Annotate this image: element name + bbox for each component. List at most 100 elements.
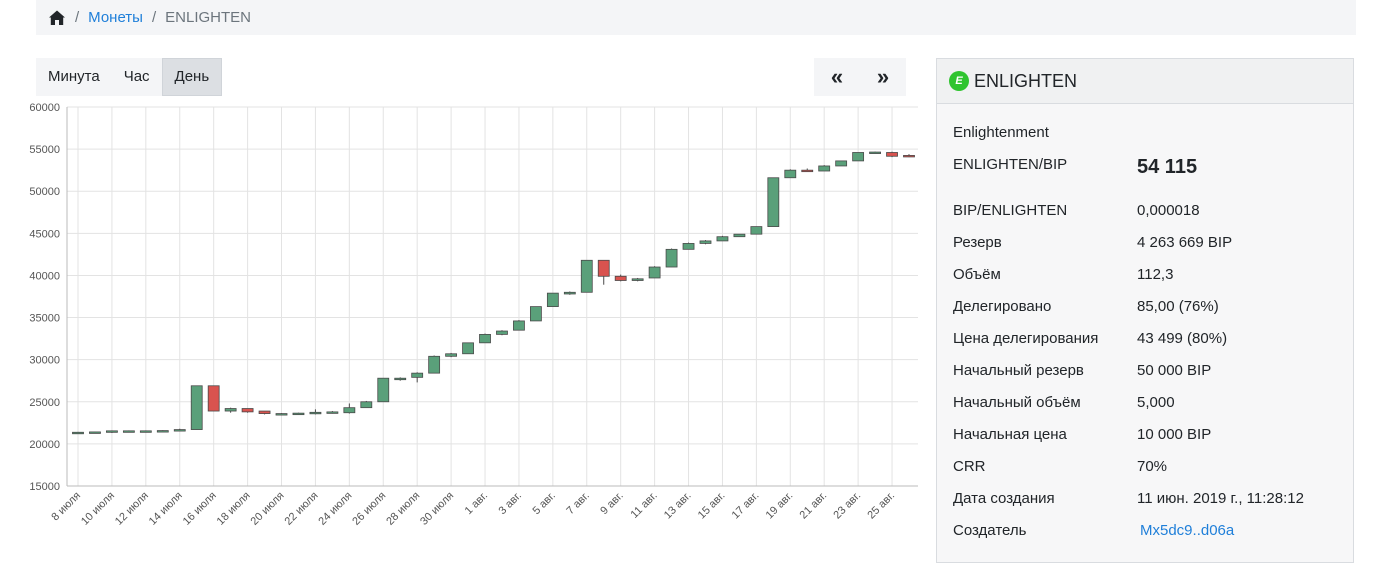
candle-body: [784, 169, 797, 179]
info-row-creator: Создатель Mx5dc9..d06a: [953, 514, 1337, 546]
candle-body: [903, 155, 915, 158]
candle-body: [648, 266, 661, 279]
info-value: 4 263 669 BIP: [1137, 233, 1233, 251]
x-tick-label: 30 июля: [418, 490, 456, 528]
info-value: 112,3: [1137, 265, 1174, 283]
candle-body: [241, 408, 254, 413]
x-tick-label: 5 авг.: [530, 490, 557, 517]
candle-body: [529, 306, 542, 322]
breadcrumb: / Монеты / ENLIGHTEN: [36, 0, 1356, 35]
creator-address-link[interactable]: Mx5dc9..d06a: [1140, 521, 1235, 539]
breadcrumb-separator: /: [75, 9, 80, 26]
y-tick-label: 15000: [29, 481, 60, 493]
period-hour-button[interactable]: Час: [123, 68, 150, 85]
candle-body: [173, 429, 186, 432]
coin-info-header: E ENLIGHTEN: [937, 59, 1353, 104]
info-value: 50 000 BIP: [1137, 361, 1212, 379]
y-tick-label: 25000: [29, 397, 60, 409]
x-tick-label: 13 авг.: [662, 490, 694, 522]
chart-navigation: « »: [814, 58, 906, 96]
candle-body: [614, 275, 627, 281]
info-label: Дата создания: [953, 489, 1055, 507]
info-row: Объём 112,3: [953, 258, 1337, 290]
candle-body: [682, 243, 695, 250]
candle-body: [106, 430, 118, 433]
candle-body: [394, 377, 407, 381]
coin-info-body: Enlightenment ENLIGHTEN/BIP 54 115 BIP/E…: [937, 104, 1353, 546]
x-tick-label: 24 июля: [316, 490, 354, 528]
info-value: 70%: [1137, 457, 1168, 475]
price-candlestick-chart: 15000 20000 25000 30000 35000 40000 45000 50000…: [29, 102, 918, 528]
candle-body: [733, 233, 746, 238]
candle-body: [597, 259, 610, 277]
info-value: 85,00 (76%): [1137, 297, 1219, 315]
candle-body: [224, 408, 237, 412]
y-tick-label: 55000: [29, 144, 60, 156]
info-label: Начальный объём: [953, 393, 1081, 411]
info-row: Делегировано 85,00 (76%): [953, 290, 1337, 322]
home-icon[interactable]: [48, 9, 66, 27]
info-value-price: 54 115: [1137, 156, 1198, 178]
info-label: Начальная цена: [953, 425, 1067, 443]
candle-body: [496, 330, 508, 335]
x-tick-label: 25 авг.: [865, 490, 897, 522]
candle-body: [699, 240, 712, 244]
candle-body: [716, 236, 729, 242]
info-label: CRR: [953, 457, 986, 475]
x-tick-label: 28 июля: [384, 490, 422, 528]
candle-body: [445, 353, 458, 357]
candle-body: [546, 292, 559, 308]
x-tick-label: 11 авг.: [628, 490, 659, 521]
candle-body: [852, 152, 865, 162]
y-tick-label: 35000: [29, 313, 60, 325]
coin-name: Enlightenment: [953, 124, 1049, 141]
info-row: Начальная цена 10 000 BIP: [953, 418, 1337, 450]
candle-body: [190, 385, 203, 430]
y-tick-label: 30000: [29, 355, 60, 367]
coin-avatar-icon: E: [949, 71, 969, 91]
info-value: 11 июн. 2019 г., 11:28:12: [1137, 489, 1304, 507]
coin-info-panel: E ENLIGHTEN Enlightenment ENLIGHTEN/BIP …: [936, 58, 1354, 563]
x-tick-label: 17 авг.: [730, 490, 762, 522]
x-tick-label: 1 авг.: [463, 490, 490, 517]
candle-body: [665, 248, 678, 268]
x-tick-label: 26 июля: [350, 490, 388, 528]
info-row: Начальный резерв 50 000 BIP: [953, 354, 1337, 386]
info-value: 5,000: [1137, 393, 1175, 411]
candle-body: [886, 152, 898, 157]
coin-symbol: ENLIGHTEN: [974, 70, 1078, 91]
info-row: CRR 70%: [953, 450, 1337, 482]
candle-body: [122, 430, 135, 433]
period-day-button[interactable]: День: [161, 58, 223, 96]
candle-body: [869, 151, 881, 154]
candle-body: [580, 259, 593, 293]
chart-next-button[interactable]: »: [876, 64, 890, 89]
candle-body: [563, 291, 576, 295]
x-tick-label: 7 авг.: [564, 490, 591, 517]
candle-body: [326, 411, 339, 414]
info-label: BIP/ENLIGHTEN: [953, 201, 1068, 219]
candle-body: [292, 412, 305, 416]
x-tick-label: 3 авг.: [497, 490, 524, 517]
info-label: Создатель: [953, 521, 1027, 539]
x-tick-label: 12 июля: [113, 490, 151, 528]
candle-body: [207, 385, 220, 412]
candle-body: [631, 278, 644, 281]
info-value: 43 499 (80%): [1137, 329, 1228, 347]
y-tick-label: 20000: [29, 439, 60, 451]
candle-body: [258, 410, 271, 414]
period-selector: Минута Час День: [36, 58, 223, 96]
info-value: 10 000 BIP: [1137, 425, 1212, 443]
breadcrumb-coins-link[interactable]: Монеты: [88, 9, 143, 26]
info-label: ENLIGHTEN/BIP: [953, 156, 1068, 173]
y-tick-label: 40000: [29, 270, 60, 282]
candle-body: [428, 355, 441, 374]
candle-body: [818, 165, 831, 172]
x-tick-label: 9 авг.: [598, 490, 625, 517]
chart-prev-button[interactable]: «: [830, 64, 844, 89]
x-tick-label: 20 июля: [249, 490, 287, 528]
candle-body: [462, 342, 474, 355]
period-minute-button[interactable]: Минута: [48, 68, 100, 85]
info-row-price: ENLIGHTEN/BIP 54 115: [953, 156, 1337, 194]
candle-body: [767, 177, 780, 227]
